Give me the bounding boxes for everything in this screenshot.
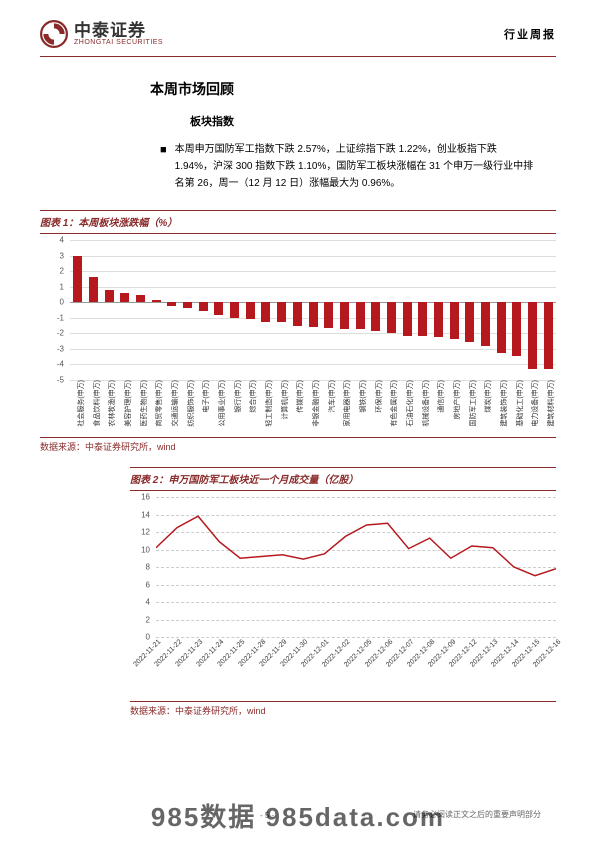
paragraph-block: ■ 本周申万国防军工指数下跌 2.57%，上证综指下跌 1.22%，创业板指下跌…: [160, 141, 536, 192]
section-title: 本周市场回顾: [150, 79, 596, 99]
paragraph: 本周申万国防军工指数下跌 2.57%，上证综指下跌 1.22%，创业板指下跌 1…: [175, 141, 536, 192]
header-divider: [40, 56, 556, 57]
chart2-container: 图表 2：申万国防军工板块近一个月成交量（亿股） 0246810121416 2…: [130, 467, 556, 717]
chart2: 0246810121416 2022-11-212022-11-222022-1…: [130, 497, 556, 697]
logo: 中泰证券 ZHONGTAI SECURITIES: [40, 20, 163, 48]
chart1-bars: [70, 240, 556, 380]
report-type: 行业周报: [504, 26, 556, 42]
bullet-icon: ■: [160, 141, 167, 192]
chart2-line: [156, 497, 556, 637]
logo-icon: [40, 20, 68, 48]
chart2-y-axis: 0246810121416: [130, 497, 154, 637]
watermark: 985数据 985data.com: [0, 797, 596, 834]
logo-text-cn: 中泰证券: [74, 22, 163, 39]
logo-text-en: ZHONGTAI SECURITIES: [74, 39, 163, 46]
page-header: 中泰证券 ZHONGTAI SECURITIES 行业周报: [0, 0, 596, 56]
chart1-title-row: 图表 1：本周板块涨跌幅（%）: [40, 210, 556, 234]
chart1-title: 图表 1：本周板块涨跌幅（%）: [40, 218, 177, 229]
chart1: -5-4-3-2-101234 社会服务(申万)食品饮料(申万)农林牧渔(申万)…: [40, 240, 556, 435]
chart2-title: 图表 2：申万国防军工板块近一个月成交量（亿股）: [130, 475, 358, 486]
chart1-source: 数据来源：中泰证券研究所，wind: [40, 437, 556, 453]
chart1-y-axis: -5-4-3-2-101234: [40, 240, 68, 380]
section-subtitle: 板块指数: [190, 113, 596, 129]
chart2-source: 数据来源：中泰证券研究所，wind: [130, 701, 556, 717]
